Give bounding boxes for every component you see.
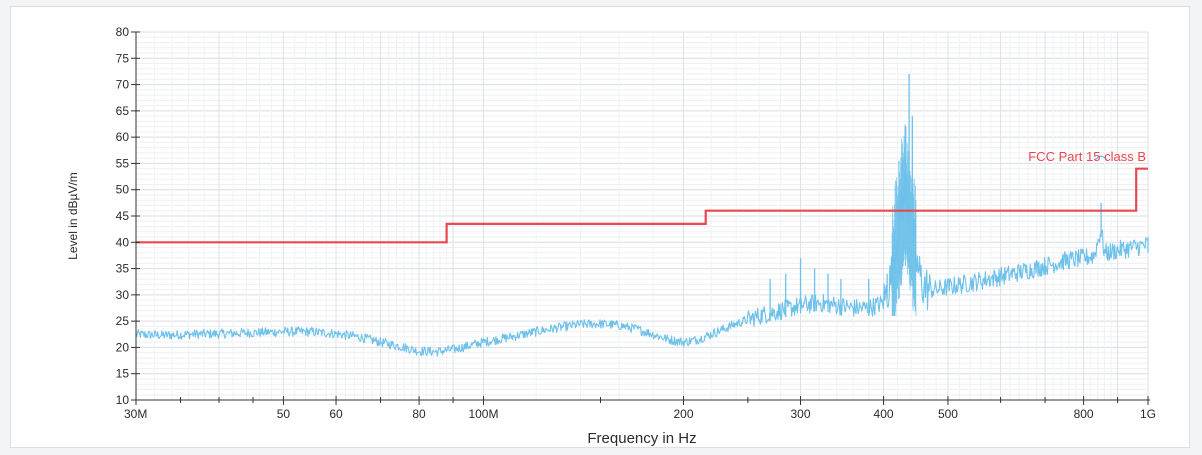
y-tick-label: 45 (116, 209, 130, 223)
y-tick-label: 40 (116, 235, 130, 249)
y-tick-label: 30 (116, 288, 130, 302)
x-tick-label: 500 (938, 407, 958, 421)
limit-line (136, 155, 1148, 244)
measurement-trace (135, 74, 1149, 357)
y-tick-label: 35 (116, 262, 130, 276)
y-tick-label: 15 (116, 367, 130, 381)
fcc-limit-line (136, 167, 1148, 244)
x-tick-label: 800 (1074, 407, 1094, 421)
emission-chart: 10 15 20 25 30 35 40 45 50 55 60 65 70 75 80 30M 50 60 80 1… (66, 25, 1156, 447)
y-tick-label: 60 (116, 130, 130, 144)
x-tick-label: 80 (412, 407, 426, 421)
y-tick-label: 20 (116, 340, 130, 354)
x-tick-label: 400 (874, 407, 894, 421)
x-tick-label: 30M (124, 407, 147, 421)
x-tick-label: 200 (673, 407, 693, 421)
y-tick-label: 55 (116, 156, 130, 170)
x-tick-label: 60 (329, 407, 343, 421)
x-axis-title: Frequency in Hz (587, 430, 696, 447)
limit-legend-label: FCC Part 15 class B (1028, 149, 1146, 164)
grid (135, 31, 1149, 401)
x-tick-label: 1G (1140, 407, 1156, 421)
chart-panel: 10 15 20 25 30 35 40 45 50 55 60 65 70 75 80 30M 50 60 80 1… (10, 6, 1190, 448)
y-tick-label: 75 (116, 51, 130, 65)
tick-labels: 10 15 20 25 30 35 40 45 50 55 60 65 70 75 80 30M 50 60 80 1… (116, 25, 1156, 421)
y-tick-label: 50 (116, 183, 130, 197)
y-tick-label: 10 (116, 393, 130, 407)
y-tick-label: 25 (116, 314, 130, 328)
y-tick-label: 80 (116, 25, 130, 39)
spectrum-trace (135, 172, 1149, 357)
peak-marker (1094, 155, 1108, 161)
x-tick-label: 50 (277, 407, 291, 421)
x-tick-label: 100M (468, 407, 498, 421)
y-tick-label: 65 (116, 104, 130, 118)
axes (131, 31, 1150, 405)
x-tick-label: 300 (791, 407, 811, 421)
y-tick-label: 70 (116, 78, 130, 92)
y-axis-title: Level in dBµV/m (66, 172, 80, 260)
